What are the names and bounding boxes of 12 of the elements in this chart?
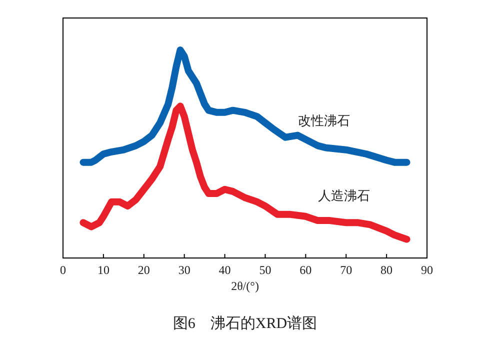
x-tick-label: 40 bbox=[218, 263, 231, 277]
x-tick-label: 0 bbox=[60, 263, 66, 277]
x-tick-label: 10 bbox=[97, 263, 110, 277]
x-tick-label: 50 bbox=[259, 263, 272, 277]
x-tick-label: 30 bbox=[178, 263, 190, 277]
x-axis-title: 2θ/(°) bbox=[231, 279, 259, 293]
x-tick-label: 60 bbox=[300, 263, 312, 277]
x-tick-label: 80 bbox=[380, 263, 393, 277]
caption: 图6 沸石的XRD谱图 bbox=[172, 315, 318, 332]
x-tick-label: 70 bbox=[340, 263, 352, 277]
x-tick-label: 20 bbox=[138, 263, 150, 277]
x-tick-label: 90 bbox=[421, 263, 433, 277]
